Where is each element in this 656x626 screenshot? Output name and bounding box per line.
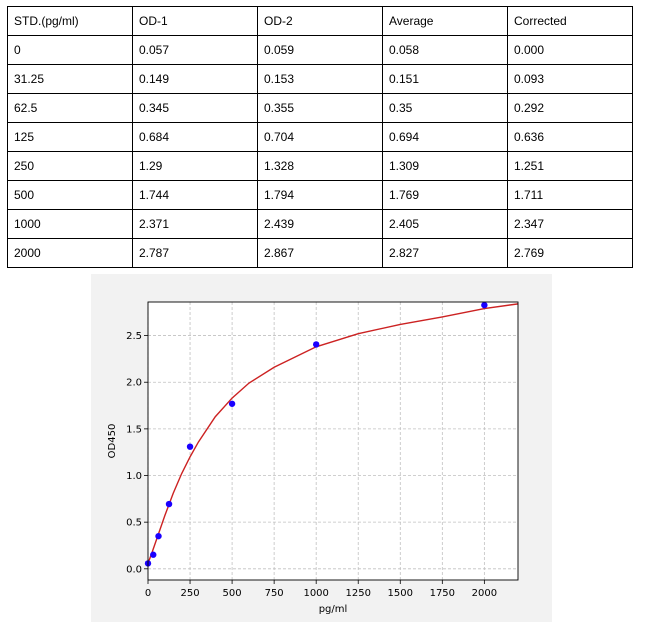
cell-od1: 0.057 bbox=[132, 35, 258, 65]
cell-corrected: 2.347 bbox=[507, 209, 633, 239]
table-row: 125 0.684 0.704 0.694 0.636 bbox=[7, 122, 633, 152]
cell-std: 62.5 bbox=[7, 93, 133, 123]
cell-average: 0.35 bbox=[382, 93, 508, 123]
data-point bbox=[150, 551, 157, 558]
cell-average: 0.694 bbox=[382, 122, 508, 152]
x-axis-label: pg/ml bbox=[319, 604, 348, 615]
x-tick-label: 0 bbox=[145, 588, 151, 599]
table-row: 1000 2.371 2.439 2.405 2.347 bbox=[7, 209, 633, 239]
cell-od2: 1.328 bbox=[257, 151, 383, 181]
table-row: 62.5 0.345 0.355 0.35 0.292 bbox=[7, 93, 633, 123]
cell-od1: 0.345 bbox=[132, 93, 258, 123]
data-point bbox=[155, 532, 162, 540]
cell-corrected: 0.292 bbox=[507, 93, 633, 123]
cell-od1: 2.787 bbox=[132, 238, 258, 268]
x-tick-label: 250 bbox=[180, 588, 199, 599]
data-point bbox=[186, 443, 194, 450]
table-header-row: STD.(pg/ml) OD-1 OD-2 Average Corrected bbox=[7, 6, 633, 36]
cell-average: 2.827 bbox=[382, 238, 508, 268]
cell-od1: 1.744 bbox=[132, 180, 258, 210]
cell-corrected: 1.711 bbox=[507, 180, 633, 210]
cell-std: 31.25 bbox=[7, 64, 133, 94]
header-od1: OD-1 bbox=[132, 6, 258, 36]
data-point bbox=[312, 341, 320, 348]
y-tick-label: 2.5 bbox=[126, 331, 142, 342]
cell-corrected: 1.251 bbox=[507, 151, 633, 181]
x-tick-label: 1750 bbox=[430, 588, 455, 599]
cell-od1: 0.684 bbox=[132, 122, 258, 152]
y-tick-label: 1.0 bbox=[126, 471, 142, 482]
plot-area bbox=[148, 302, 518, 580]
cell-od1: 2.371 bbox=[132, 209, 258, 239]
cell-od2: 0.704 bbox=[257, 122, 383, 152]
x-tick-label: 1000 bbox=[303, 588, 328, 599]
cell-average: 1.769 bbox=[382, 180, 508, 210]
cell-std: 1000 bbox=[7, 209, 133, 239]
cell-corrected: 0.636 bbox=[507, 122, 633, 152]
x-tick-label: 1250 bbox=[346, 588, 371, 599]
x-tick-label: 500 bbox=[223, 588, 242, 599]
cell-corrected: 0.093 bbox=[507, 64, 633, 94]
table-row: 250 1.29 1.328 1.309 1.251 bbox=[7, 151, 633, 181]
cell-std: 250 bbox=[7, 151, 133, 181]
x-tick-label: 750 bbox=[265, 588, 284, 599]
y-tick-label: 2.0 bbox=[126, 378, 142, 389]
header-od2: OD-2 bbox=[257, 6, 383, 36]
header-corrected: Corrected bbox=[507, 6, 633, 36]
cell-average: 0.151 bbox=[382, 64, 508, 94]
data-point bbox=[165, 500, 173, 508]
cell-corrected: 0.000 bbox=[507, 35, 633, 65]
fit-curve bbox=[147, 303, 519, 564]
cell-od2: 0.059 bbox=[257, 35, 383, 65]
cell-corrected: 2.769 bbox=[507, 238, 633, 268]
cell-od1: 1.29 bbox=[132, 151, 258, 181]
standard-curve-figure: 0 250 500 750 1000 1250 1500 1750 2000 0.0 0.5 1.0 1… bbox=[91, 274, 552, 622]
cell-od2: 2.867 bbox=[257, 238, 383, 268]
cell-od2: 0.153 bbox=[257, 64, 383, 94]
table-row: 0 0.057 0.059 0.058 0.000 bbox=[7, 35, 633, 65]
cell-od2: 2.439 bbox=[257, 209, 383, 239]
table-row: 2000 2.787 2.867 2.827 2.769 bbox=[7, 238, 633, 268]
y-tick-label: 0.5 bbox=[126, 518, 142, 529]
cell-od2: 1.794 bbox=[257, 180, 383, 210]
data-point bbox=[481, 301, 488, 309]
axes-frame bbox=[147, 301, 519, 581]
table-row: 500 1.744 1.794 1.769 1.711 bbox=[7, 180, 633, 210]
y-tick-label: 0.0 bbox=[126, 564, 142, 575]
x-tick-label: 2000 bbox=[472, 588, 497, 599]
cell-std: 0 bbox=[7, 35, 133, 65]
y-axis-label: OD450 bbox=[107, 424, 118, 459]
y-tick-label: 1.5 bbox=[126, 424, 142, 435]
x-tick-label: 1500 bbox=[388, 588, 413, 599]
table-row: 31.25 0.149 0.153 0.151 0.093 bbox=[7, 64, 633, 94]
cell-average: 1.309 bbox=[382, 151, 508, 181]
standard-curve-chart: 0 250 500 750 1000 1250 1500 1750 2000 0.0 0.5 1.0 1… bbox=[107, 301, 519, 615]
cell-std: 125 bbox=[7, 122, 133, 152]
header-average: Average bbox=[382, 6, 508, 36]
data-point bbox=[228, 400, 236, 407]
cell-od2: 0.355 bbox=[257, 93, 383, 123]
standard-curve-table: STD.(pg/ml) OD-1 OD-2 Average Corrected … bbox=[7, 6, 633, 268]
cell-average: 2.405 bbox=[382, 209, 508, 239]
cell-std: 2000 bbox=[7, 238, 133, 268]
cell-std: 500 bbox=[7, 180, 133, 210]
header-std: STD.(pg/ml) bbox=[7, 6, 133, 36]
cell-od1: 0.149 bbox=[132, 64, 258, 94]
cell-average: 0.058 bbox=[382, 35, 508, 65]
